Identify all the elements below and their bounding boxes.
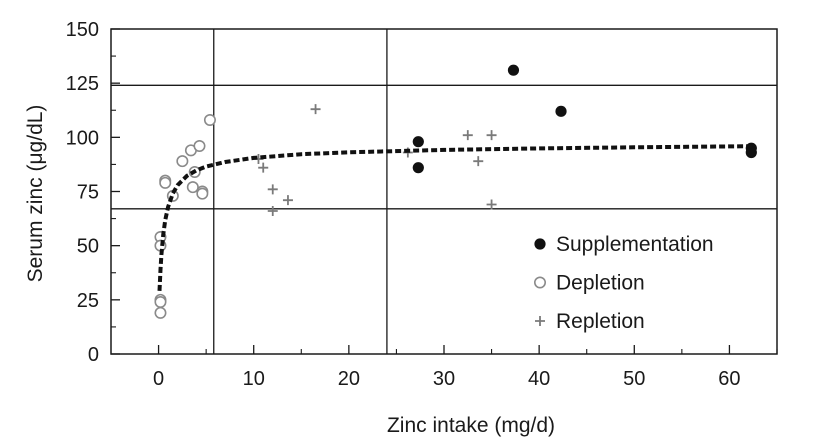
point-repletion (267, 184, 278, 195)
x-axis-title: Zinc intake (mg/d) (387, 414, 555, 437)
point-supplementation (412, 162, 424, 174)
x-tick-labels: 0 10 20 30 40 50 60 (153, 368, 741, 390)
point-depletion (193, 140, 206, 153)
point-supplementation (555, 105, 567, 117)
point-repletion (486, 199, 497, 210)
data-markers (154, 64, 757, 319)
point-supplementation (507, 64, 520, 76)
point-supplementation (412, 136, 424, 148)
point-depletion (186, 181, 199, 194)
legend-item-supplementation: Supplementation (534, 233, 714, 256)
point-repletion (486, 130, 497, 141)
legend-marker-supplementation (534, 238, 546, 250)
legend-item-repletion: Repletion (535, 310, 645, 333)
x-tick-label: 0 (153, 368, 164, 390)
point-repletion (473, 156, 484, 167)
x-tick-label: 40 (528, 368, 550, 390)
point-depletion (203, 114, 216, 127)
y-tick-label: 0 (88, 344, 99, 366)
y-tick-label: 25 (77, 290, 99, 312)
legend-item-depletion: Depletion (533, 272, 645, 295)
point-repletion (258, 162, 269, 173)
legend-symbol (533, 276, 546, 289)
point-repletion (267, 206, 278, 216)
reference-lines (111, 29, 777, 354)
legend-symbol (534, 238, 546, 250)
x-tick-label: 50 (623, 368, 645, 390)
legend-label-repletion: Repletion (556, 310, 645, 333)
point-repletion (310, 104, 321, 115)
point-depletion (154, 306, 167, 319)
legend-label-depletion: Depletion (556, 272, 645, 295)
point-depletion (154, 295, 167, 308)
x-tick-label: 20 (338, 368, 360, 390)
x-tick-label: 10 (243, 368, 265, 390)
y-tick-label: 75 (77, 182, 99, 204)
fit-curve (157, 144, 754, 291)
y-tick-label: 100 (66, 127, 99, 149)
legend-label-supplementation: Supplementation (556, 233, 714, 256)
x-tick-label: 60 (718, 368, 740, 390)
legend: Supplementation Depletion Repletion (533, 233, 714, 333)
point-repletion (282, 195, 293, 206)
point-repletion (462, 130, 473, 141)
legend-marker-depletion (533, 276, 546, 289)
y-tick-label: 125 (66, 73, 99, 95)
point-depletion (196, 187, 209, 200)
point-depletion (159, 176, 172, 189)
x-tick-label: 30 (433, 368, 455, 390)
y-tick-labels: 0 25 50 75 100 125 150 (66, 19, 99, 366)
y-tick-label: 150 (66, 19, 99, 41)
axis-ticks (111, 28, 778, 355)
legend-marker-repletion (535, 316, 545, 326)
y-tick-label: 50 (77, 236, 99, 258)
legend-symbol (535, 316, 545, 326)
point-supplementation (745, 146, 757, 159)
point-depletion (176, 155, 189, 168)
plot-frame (110, 28, 778, 355)
y-axis-title: Serum zinc (μg/dL) (24, 105, 47, 283)
